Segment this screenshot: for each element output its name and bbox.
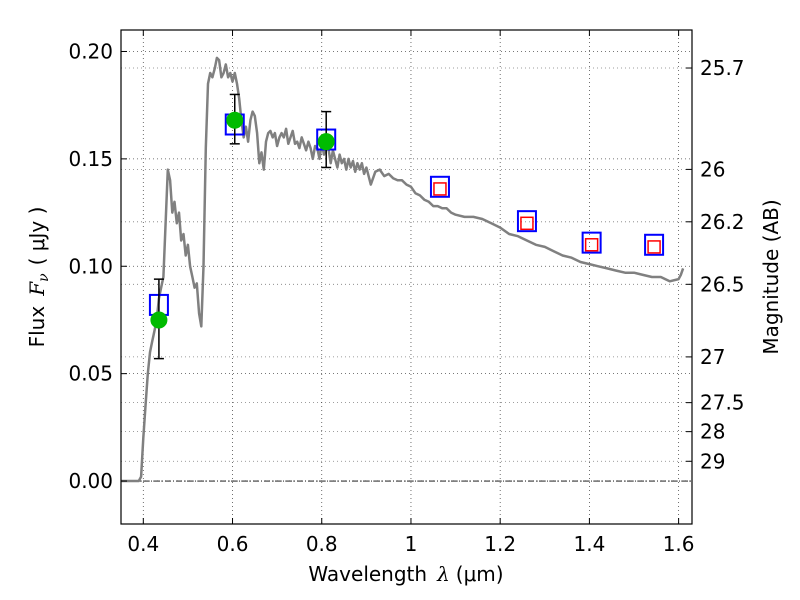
upper-limit-marker bbox=[520, 216, 534, 231]
y-tick-label: 0.10 bbox=[68, 254, 113, 278]
x-tick-label: 0.6 bbox=[217, 532, 249, 556]
mag-tick-label: 27 bbox=[700, 345, 725, 369]
y-axis-label: FluxFν( μJy ) bbox=[25, 207, 52, 348]
y-tick-label: 0.00 bbox=[68, 469, 113, 493]
mag-tick-label: 28 bbox=[700, 420, 725, 444]
model-flux-marker bbox=[516, 210, 537, 233]
y-tick-label: 0.20 bbox=[68, 39, 113, 63]
magnitude-axis-ticks: 25.7 26 26.2 26.5 27 27.5 28 29 bbox=[686, 56, 745, 473]
mag-tick-label: 26 bbox=[700, 157, 725, 181]
x-tick-label: 1.6 bbox=[663, 532, 695, 556]
observed-point bbox=[226, 111, 244, 129]
upper-limit-marker bbox=[647, 240, 661, 254]
observed-point bbox=[150, 311, 168, 329]
magnitude-axis-label: Magnitude (AB) bbox=[759, 199, 783, 354]
plot-frame bbox=[120, 29, 693, 525]
x-tick-label: 1.2 bbox=[484, 532, 516, 556]
mag-tick-label: 29 bbox=[700, 449, 725, 473]
y-tick-label: 0.05 bbox=[68, 362, 113, 386]
upper-limit-marker bbox=[584, 238, 599, 252]
x-tick-label: 1 bbox=[405, 532, 418, 556]
x-tick-label: 0.4 bbox=[127, 532, 159, 556]
upper-limit-markers bbox=[433, 182, 661, 254]
mag-tick-label: 26.5 bbox=[700, 272, 745, 296]
x-axis-ticks: 0.4 0.6 0.8 1 1.2 1.4 1.6 bbox=[127, 30, 695, 556]
model-flux-marker bbox=[429, 175, 450, 198]
model-flux-marker bbox=[581, 231, 602, 254]
upper-limit-marker bbox=[433, 182, 447, 196]
mag-tick-label: 27.5 bbox=[700, 391, 745, 415]
x-tick-label: 0.8 bbox=[306, 532, 338, 556]
mag-tick-label: 26.2 bbox=[700, 210, 745, 234]
x-tick-label: 1.4 bbox=[573, 532, 605, 556]
plot-background bbox=[121, 30, 692, 524]
x-axis-label: Wavelength λ (μm) bbox=[308, 562, 503, 586]
observed-points bbox=[150, 111, 335, 329]
sed-model-line bbox=[121, 56, 685, 483]
mag-tick-label: 25.7 bbox=[700, 56, 745, 80]
model-flux-marker bbox=[644, 233, 665, 256]
y-tick-label: 0.15 bbox=[68, 147, 113, 171]
y-axis-ticks: 0.00 0.05 0.10 0.15 0.20 bbox=[68, 39, 127, 493]
observed-point bbox=[317, 133, 335, 151]
